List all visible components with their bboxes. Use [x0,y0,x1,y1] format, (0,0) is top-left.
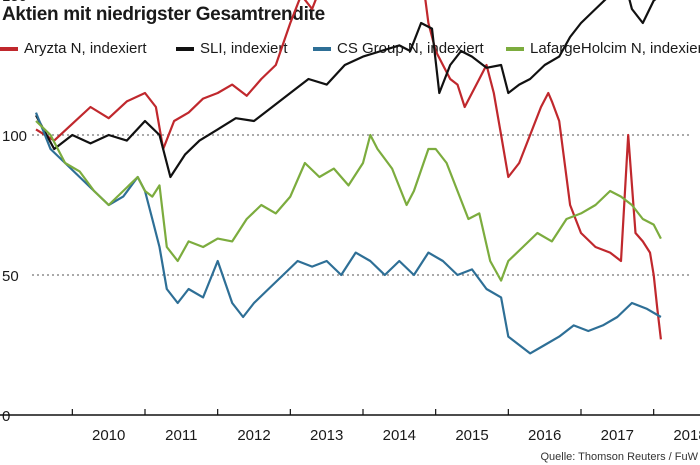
legend-swatch-sli [176,46,194,51]
x-tick-label-2017: 2017 [601,427,634,444]
source-note: Quelle: Thomson Reuters / FuW [540,451,698,463]
legend-item-aryzta: Aryzta N, indexiert [0,40,147,57]
legend-swatch-lafargeholcim [506,46,524,51]
y-tick-label-150: 150 [2,0,27,5]
x-tick-label-2014: 2014 [383,427,416,444]
y-tick-label-50: 50 [2,268,19,285]
series-line-1 [35,0,657,179]
x-tick-label-2012: 2012 [237,427,270,444]
x-tick-label-2015: 2015 [455,427,488,444]
y-tick-label-0: 0 [2,408,10,425]
x-tick-label-2018: 2018 [673,427,700,444]
y-tick-label-100: 100 [2,128,27,145]
legend-item-sli: SLI, indexiert [176,40,288,57]
series-lines [34,0,662,355]
legend-label-sli: SLI, indexiert [200,40,288,57]
chart-title: Aktien mit niedrigster Gesamtrendite [2,4,325,25]
x-tick-label-2011: 2011 [165,427,197,444]
series-line-0 [35,0,662,340]
legend-label-lafargeholcim: LafargeHolcim N, indexiert [530,40,700,57]
series-line-2 [34,112,662,355]
legend-item-lafargeholcim: LafargeHolcim N, indexiert [506,40,700,57]
x-tick-label-2010: 2010 [92,427,125,444]
x-axis-ticks: 2010 2011 2012 2013 2014 2015 2016 2017 2018 [71,409,700,444]
y-axis-ticks: 050100150200 [2,0,27,425]
x-tick-label-2016: 2016 [528,427,561,444]
x-tick-label-2013: 2013 [310,427,343,444]
legend-label-aryzta: Aryzta N, indexiert [24,40,147,57]
legend-swatch-cs-group [313,46,331,51]
series-line-3 [35,120,662,282]
legend-swatch-aryzta [0,46,18,51]
